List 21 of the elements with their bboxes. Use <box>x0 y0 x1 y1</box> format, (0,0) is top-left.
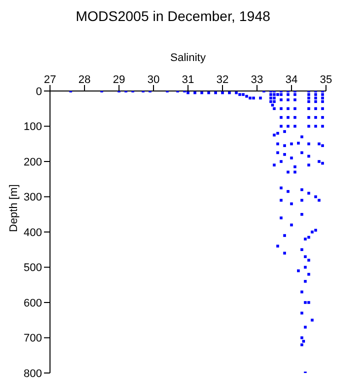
y-tick-label: 500 <box>24 262 42 274</box>
x-tick-label: 29 <box>112 74 126 86</box>
chart-title: MODS2005 in December, 1948 <box>74 8 272 26</box>
y-tick-label: 200 <box>24 156 42 168</box>
y-tick-label: 300 <box>24 192 42 204</box>
x-tick-label: 35 <box>320 74 332 86</box>
x-tick-label: 32 <box>216 74 229 86</box>
x-tick-label: 27 <box>44 74 56 86</box>
y-tick-label: 600 <box>24 297 42 310</box>
y-tick-label: 400 <box>24 226 42 239</box>
y-tick-label: 100 <box>24 121 42 134</box>
y-tick-label: 0 <box>36 86 42 98</box>
x-axis-title: Salinity <box>170 52 206 64</box>
y-tick-label: 700 <box>24 332 42 345</box>
x-tick-label: 31 <box>182 74 194 86</box>
x-tick-label: 33 <box>250 74 264 86</box>
y-tick-label: 800 <box>24 368 42 380</box>
x-tick-label: 34 <box>285 74 298 86</box>
x-tick-label: 28 <box>78 74 91 86</box>
y-axis-title: Depth [m] <box>8 184 20 232</box>
x-tick-label: 30 <box>147 74 160 86</box>
